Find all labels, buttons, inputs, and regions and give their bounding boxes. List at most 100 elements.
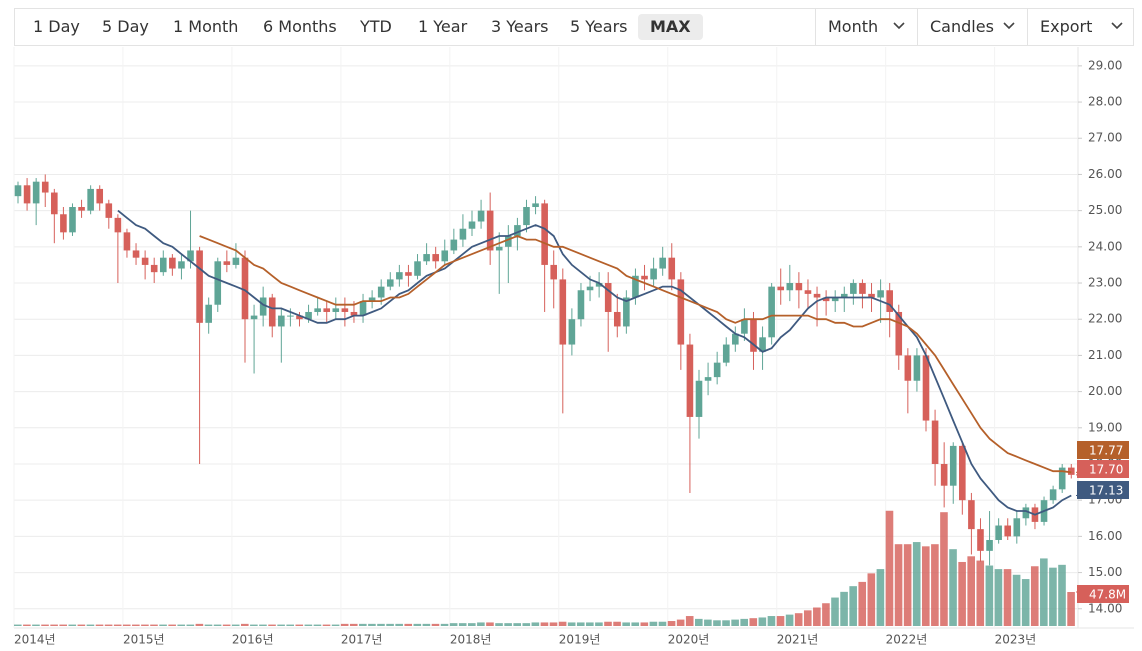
volume-bar [277,624,285,626]
candle-body [459,228,467,240]
x-tick-label: 2016년 [232,633,274,647]
volume-bar [613,621,621,626]
volume-bar [186,624,195,626]
volume-bar [23,624,31,626]
volume-bar [159,624,167,626]
volume-bar [268,624,276,626]
candle-body [314,308,321,312]
range-button[interactable]: MAX [638,14,703,40]
volume-bar [231,624,240,626]
candle-body [868,293,875,298]
candle-body [14,185,22,197]
candle-body [859,283,866,294]
y-tick-label: 24.00 [1088,239,1122,253]
candle-body [505,235,512,247]
price-tag-label: 17.70 [1089,463,1123,477]
candle-body [1067,467,1075,475]
volume-bar [195,623,204,626]
y-tick-label: 15.00 [1088,565,1122,579]
y-tick-label: 23.00 [1088,276,1122,290]
candle-body [432,254,439,262]
volume-bar [150,624,158,626]
volume-bar [540,622,549,626]
volume-bar [894,544,903,626]
candle-body [87,188,94,211]
volume-bar [295,624,304,626]
candle-body [922,355,930,421]
volume-bar [449,623,458,626]
y-tick-label: 26.00 [1088,167,1122,181]
volume-bar [940,512,948,626]
volume-bar [595,622,603,626]
candle-body [595,283,603,287]
candle-body [949,445,957,486]
price-tag [1077,584,1129,603]
candle-body [23,185,31,204]
volume-bar [704,619,712,626]
volume-bar [985,565,994,626]
candle-body [514,225,521,236]
dropdown[interactable]: Export [1027,9,1135,45]
candle-body [132,250,140,258]
candle-body [931,420,939,464]
range-button[interactable]: 1 Day [33,17,80,36]
range-button[interactable]: 1 Year [418,17,468,36]
volume-bar [640,622,649,626]
dropdown[interactable]: Month [815,9,917,45]
volume-bar [1067,591,1075,626]
chevron [1111,22,1123,30]
volume-bar [1021,579,1030,626]
candle-body [96,188,104,204]
volume-bar [386,623,394,626]
candle-body [32,181,40,204]
volume-bar [95,624,104,626]
y-tick-label: 16.00 [1088,529,1122,543]
y-tick-label: 25.00 [1088,203,1122,217]
y-tick-label: 14.00 [1088,601,1122,615]
candle-body [214,261,222,305]
range-button[interactable]: 6 Months [263,17,337,36]
y-tick-label: 20.00 [1088,384,1122,398]
candle-body [468,221,476,229]
candle-body [377,286,385,298]
volume-bar [885,510,894,626]
volume-bar [758,617,767,626]
candle-body [641,275,648,280]
dropdown[interactable]: Candles [917,9,1027,45]
candle-body [396,272,403,280]
candle-body [159,257,167,273]
price-tag [1077,481,1129,499]
volume-bar [767,616,776,626]
x-tick-label: 2015년 [123,633,165,647]
volume-bar [576,622,585,626]
volume-bar [858,581,867,626]
toolbar: 1 Day 5 Day 1 Month 6 Months YTD 1 Year 3 Year… [14,8,1134,46]
volume-bar [440,623,449,626]
volume-bar [776,616,785,626]
volume-bar [113,624,122,626]
range-button[interactable]: 5 Years [570,17,628,36]
x-tick-label: 2022년 [886,633,928,647]
range-button[interactable]: 5 Day [102,17,149,36]
volume-bar [822,603,830,626]
candle-body [786,283,794,291]
candle-body [659,257,666,269]
volume-bar [104,624,113,626]
volume-bar [177,624,186,626]
volume-bar [368,623,376,626]
candle-body [559,279,567,345]
price-tag-label: 17.77 [1089,444,1123,458]
volume-bar [204,624,213,626]
candle-body [41,181,49,193]
candle-body [477,210,485,222]
candle-body [768,286,775,338]
range-button[interactable]: 3 Years [491,17,549,36]
volume-bar [1030,566,1039,626]
candle-body [986,539,993,551]
candle-body [341,308,349,312]
range-button[interactable]: YTD [360,17,392,36]
range-button[interactable]: 1 Month [173,17,239,36]
candle-body [613,311,621,327]
volume-bar [685,616,694,626]
candle-body [668,257,676,280]
